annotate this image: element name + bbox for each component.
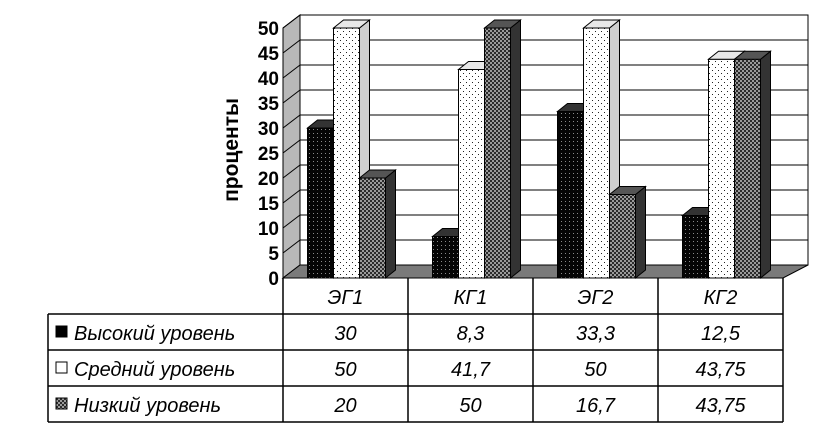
bar-front [557,111,584,279]
bar-3-4 [733,50,772,280]
bar-side [385,168,396,280]
y-tick-label: 20 [258,169,279,190]
data-label: 43,75 [695,359,746,381]
y-tick-label: 0 [268,269,279,290]
data-table: ЭГ1 КГ1 ЭГ2 КГ2 Высокий уровень 30 8,3 33,3 12,5… [47,278,784,423]
data-label: 8,3 [457,323,485,345]
bar-front [432,236,459,279]
gridline-side [282,64,301,79]
bar-front [734,58,761,279]
legend-label: Средний уровень [74,359,235,381]
gridline-side [282,114,301,129]
y-tick-label: 35 [258,94,280,115]
bar-front [609,194,636,279]
y-tick-label: 25 [258,144,280,165]
bar-front [583,27,610,279]
data-label: 12,5 [701,323,741,345]
y-tick-label: 5 [268,244,279,265]
bars [306,18,772,280]
y-tick-label: 45 [258,44,280,65]
bar-side [510,18,521,280]
data-label: 30 [334,323,356,345]
x-tick-label: ЭГ1 [328,287,364,309]
gridline-side [282,239,301,254]
bar-3-3 [608,185,647,280]
data-label: 16,7 [576,395,616,417]
y-tick-label: 30 [258,119,279,140]
bar-side [635,185,646,280]
data-label: 50 [459,395,481,417]
bar-top [358,169,397,179]
bar-side [760,50,771,280]
legend-swatch [55,325,68,338]
bar-3-2 [483,18,522,280]
bar-front [333,27,360,279]
bar-top [483,19,522,29]
bar-top [332,19,371,29]
legend-label: Высокий уровень [74,323,235,345]
data-label: 50 [334,359,356,381]
bar-top [582,19,621,29]
gridline-side [282,189,301,204]
bar-front [484,27,511,279]
x-tick-label: КГ1 [454,287,488,309]
y-axis-ticks: 0 5 10 15 20 25 30 35 40 45 50 [258,19,280,290]
bar-front [682,215,709,279]
x-tick-label: ЭГ2 [578,287,614,309]
data-label: 50 [584,359,606,381]
y-tick-label: 10 [258,219,279,240]
gridline-side [282,14,301,29]
bar-top [608,186,647,195]
bar-front [359,177,386,279]
gridline-side [282,164,301,179]
x-tick-label: КГ2 [704,287,738,309]
gridline-side [282,89,301,104]
legend-swatch [55,361,68,374]
data-label: 20 [333,395,356,417]
y-axis-label: проценты [220,98,243,202]
y-tick-label: 50 [258,19,279,40]
data-label: 43,75 [695,395,746,417]
bar-front [708,58,735,279]
y-tick-label: 15 [258,194,280,215]
bar-front [307,127,334,279]
bar-3-1 [358,168,397,280]
data-label: 33,3 [576,323,615,345]
gridline-side [282,214,301,229]
legend-label: Низкий уровень [74,395,221,417]
legend-swatch [55,397,68,410]
gridline-side [282,139,301,154]
data-label: 41,7 [451,359,491,381]
gridline-side [282,39,301,54]
y-tick-label: 40 [258,69,279,90]
bar-front [458,69,485,279]
bar-top [733,50,772,60]
